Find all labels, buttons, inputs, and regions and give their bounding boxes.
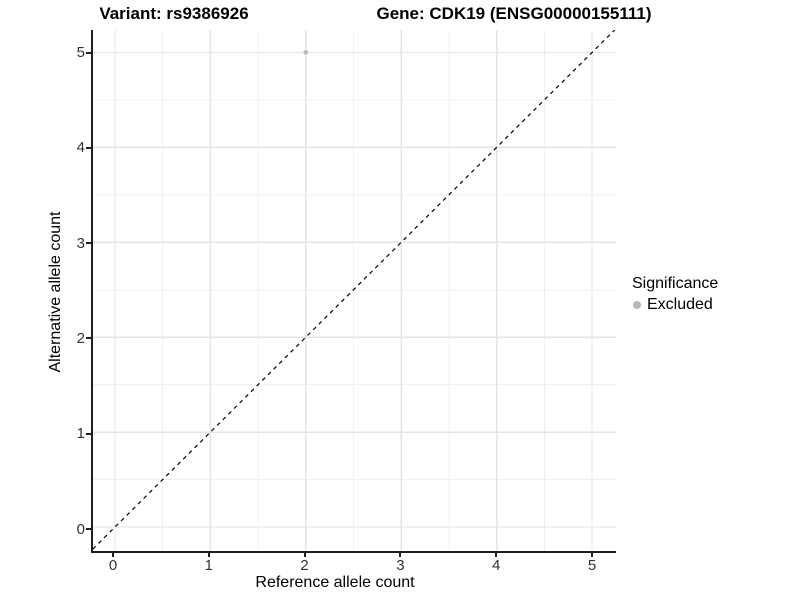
x-tick-mark [591,553,593,557]
x-tick-label: 4 [492,557,501,574]
y-axis-title: Alternative allele count [47,211,64,373]
x-tick-mark [303,553,306,557]
plot-title-variant: Variant: rs9386926 [99,4,249,23]
legend-point-icon [633,301,641,309]
y-tick-label: 2 [76,329,85,347]
y-tick-mark [86,51,91,54]
x-tick-label: 3 [396,557,405,574]
plot-title-gene: Gene: CDK19 (ENSG00000155111) [376,4,652,23]
x-tick-mark [112,553,114,557]
y-tick-label: 0 [76,520,85,538]
y-tick-label: 5 [76,44,85,61]
x-tick-label: 5 [587,557,597,574]
legend-item-excluded: Excluded [632,296,718,314]
x-tick-label: 2 [300,557,309,574]
y-tick-label: 3 [76,234,85,252]
scatter-plot [93,30,616,551]
x-tick-label: 1 [204,557,213,574]
y-tick-label: 4 [76,139,85,157]
legend: Significance Excluded [632,274,718,314]
y-tick-label: 1 [76,425,85,443]
x-tick-mark [399,553,402,557]
y-tick-mark [86,242,91,245]
y-tick-mark [86,432,91,435]
legend-item-label: Excluded [647,296,713,313]
y-tick-mark [86,146,91,149]
y-tick-mark [86,337,91,340]
plot-panel [91,30,616,553]
x-tick-label: 0 [108,557,118,574]
legend-title: Significance [632,275,719,292]
x-axis-title: Reference allele count [255,574,415,591]
y-tick-mark [86,528,91,530]
x-tick-mark [495,553,498,557]
x-tick-mark [207,553,210,557]
